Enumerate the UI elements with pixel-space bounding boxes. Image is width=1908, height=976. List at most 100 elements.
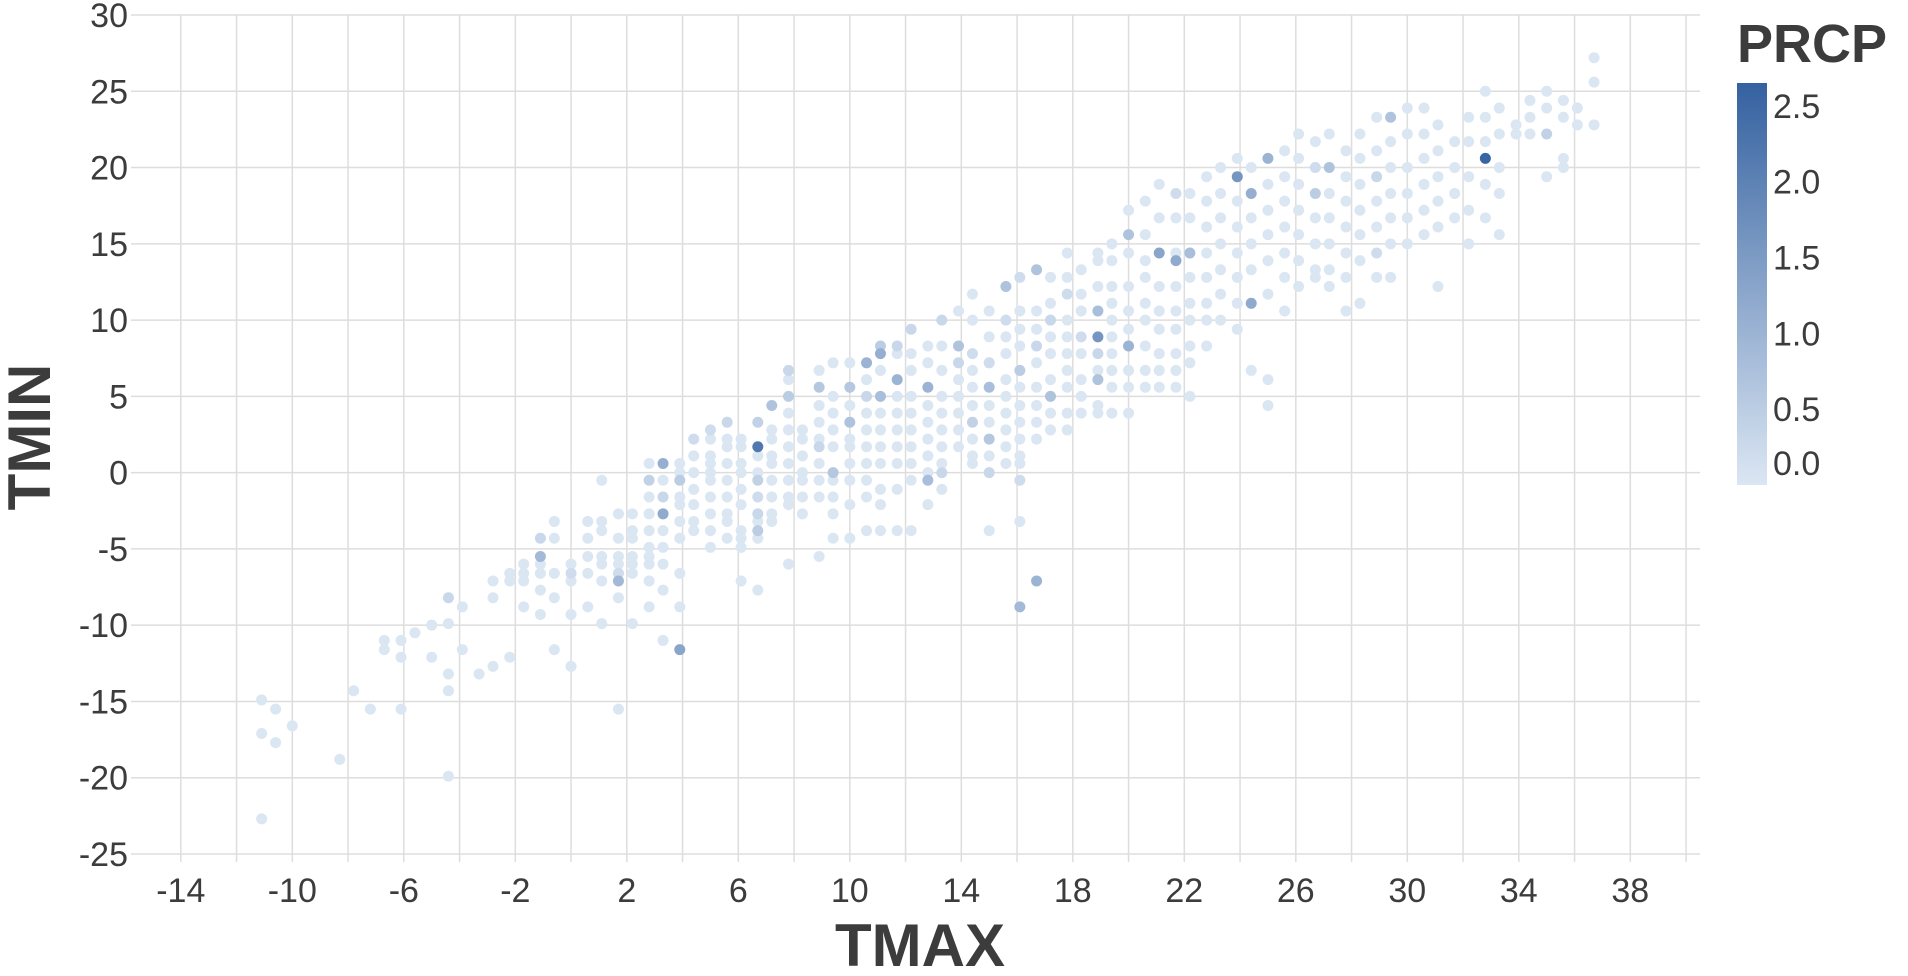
data-point <box>473 668 485 680</box>
data-point <box>1571 102 1583 114</box>
data-point <box>1245 162 1257 174</box>
data-point <box>1201 314 1213 326</box>
data-point <box>1401 162 1413 174</box>
data-point <box>1323 264 1335 276</box>
data-point <box>1201 271 1213 283</box>
data-point <box>1231 247 1243 259</box>
legend-ticks: 0.0 0.5 1.0 1.5 2.0 2.5 <box>1773 88 1820 483</box>
data-point <box>1323 162 1335 174</box>
data-point <box>752 416 764 428</box>
data-point <box>1092 364 1104 376</box>
data-point <box>364 703 376 715</box>
data-point <box>1061 247 1073 259</box>
data-point <box>1123 381 1135 393</box>
data-point <box>1092 374 1104 386</box>
data-point <box>796 424 808 436</box>
data-point <box>752 474 764 486</box>
data-point <box>1493 128 1505 140</box>
data-point <box>1075 264 1087 276</box>
data-point <box>1153 305 1165 317</box>
data-point <box>735 525 747 537</box>
data-point <box>1323 187 1335 199</box>
data-point <box>1371 247 1383 259</box>
data-point <box>395 651 407 663</box>
data-point <box>596 575 608 587</box>
data-point <box>827 407 839 419</box>
data-point <box>844 416 856 428</box>
legend-tick-label: 0.0 <box>1773 445 1820 483</box>
data-point <box>1153 281 1165 293</box>
data-point <box>1231 195 1243 207</box>
data-point <box>1557 152 1569 164</box>
data-point <box>966 457 978 469</box>
data-point <box>643 601 655 613</box>
data-point <box>936 483 948 495</box>
data-points <box>256 52 1600 825</box>
data-point <box>704 433 716 445</box>
data-point <box>674 567 686 579</box>
data-point <box>721 416 733 428</box>
data-point <box>534 558 546 570</box>
data-point <box>1153 212 1165 224</box>
data-point <box>1245 364 1257 376</box>
data-point <box>1031 575 1043 587</box>
data-point <box>1262 204 1274 216</box>
data-point <box>782 364 794 376</box>
data-point <box>1432 221 1444 233</box>
data-point <box>1340 247 1352 259</box>
data-point <box>1061 364 1073 376</box>
data-point <box>1449 162 1461 174</box>
data-point <box>861 390 873 402</box>
data-point <box>1123 340 1135 352</box>
data-point <box>1201 171 1213 183</box>
data-point <box>548 532 560 544</box>
data-point <box>1262 178 1274 190</box>
data-point <box>766 457 778 469</box>
data-point <box>922 433 934 445</box>
data-point <box>1245 297 1257 309</box>
data-point <box>953 407 965 419</box>
data-point <box>378 644 390 656</box>
data-point <box>1463 111 1475 123</box>
data-point <box>674 601 686 613</box>
data-point <box>1153 247 1165 259</box>
data-point <box>721 515 733 527</box>
data-point <box>1449 212 1461 224</box>
data-point <box>983 525 995 537</box>
data-point <box>1000 348 1012 360</box>
legend-color-bar <box>1737 83 1767 485</box>
data-point <box>565 660 577 672</box>
data-point <box>1045 314 1057 326</box>
data-point <box>782 499 794 511</box>
data-point <box>1092 281 1104 293</box>
data-point <box>657 525 669 537</box>
data-point <box>813 474 825 486</box>
data-point <box>766 491 778 503</box>
data-point <box>270 703 282 715</box>
data-point <box>782 407 794 419</box>
data-point <box>936 314 948 326</box>
data-point <box>1014 271 1026 283</box>
data-point <box>456 644 468 656</box>
data-point <box>1061 314 1073 326</box>
data-point <box>1106 407 1118 419</box>
data-point <box>1106 314 1118 326</box>
data-point <box>983 305 995 317</box>
data-point <box>752 584 764 596</box>
data-point <box>844 532 856 544</box>
data-point <box>626 551 638 563</box>
data-point <box>1045 424 1057 436</box>
data-point <box>548 515 560 527</box>
x-tick-label: -14 <box>156 872 205 910</box>
data-point <box>1201 297 1213 309</box>
y-tick-label: -15 <box>79 683 128 721</box>
data-point <box>1385 187 1397 199</box>
data-point <box>1279 171 1291 183</box>
data-point <box>1371 145 1383 157</box>
data-point <box>1184 271 1196 283</box>
data-point <box>704 508 716 520</box>
data-point <box>612 558 624 570</box>
data-point <box>735 433 747 445</box>
data-point <box>966 433 978 445</box>
data-point <box>1309 271 1321 283</box>
